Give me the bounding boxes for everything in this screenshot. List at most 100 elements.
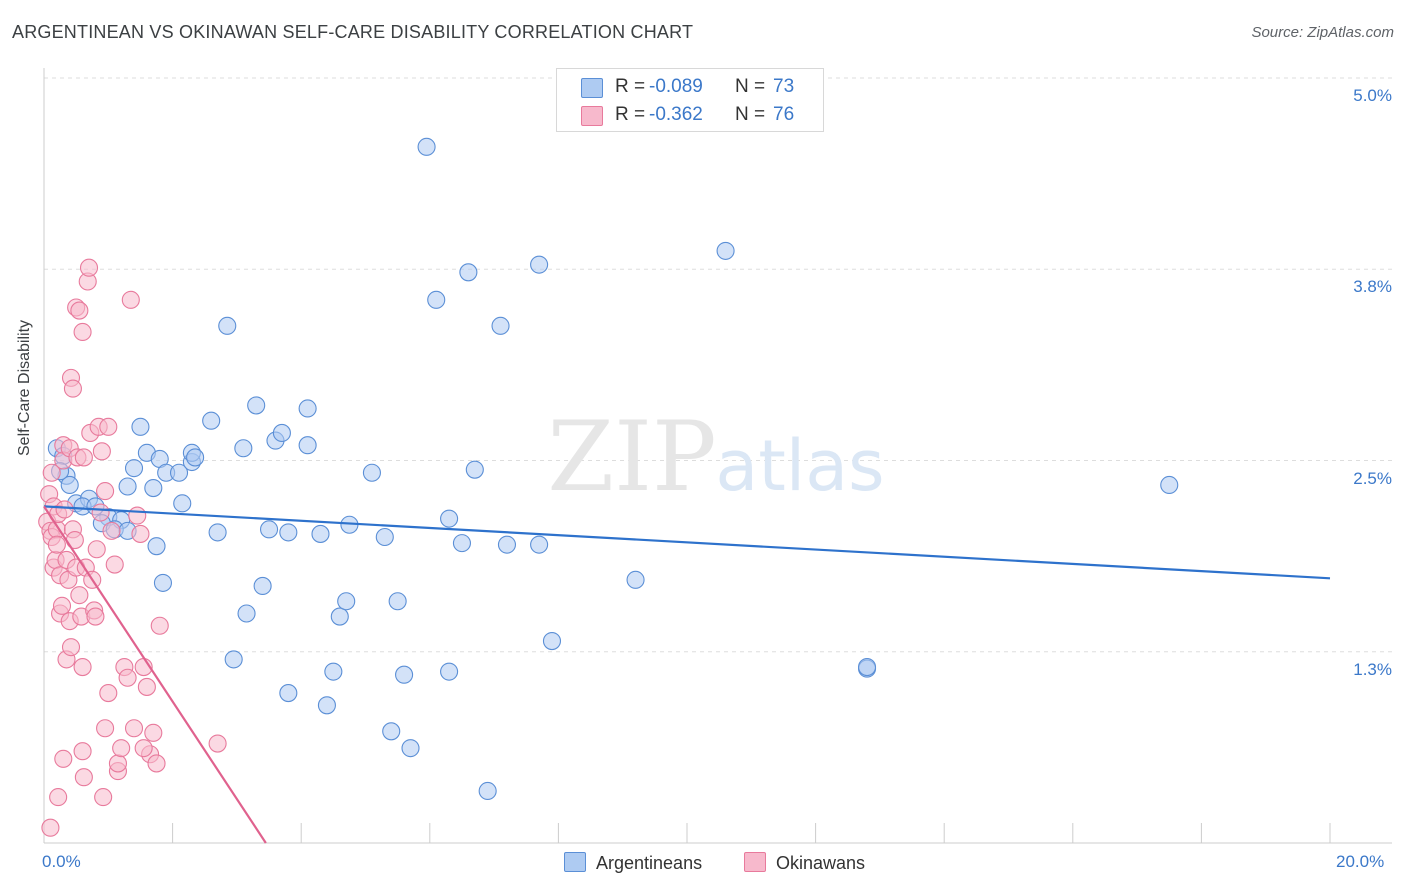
data-point <box>311 524 330 543</box>
data-point <box>91 503 110 522</box>
data-point <box>324 662 343 681</box>
data-point <box>186 448 205 467</box>
bottom-legend-argentineans[interactable]: Argentineans <box>564 852 702 874</box>
data-point <box>144 478 163 498</box>
data-point <box>102 521 121 540</box>
legend-label-argentineans: Argentineans <box>596 853 703 873</box>
data-point <box>99 684 118 703</box>
data-point <box>202 411 221 430</box>
data-point <box>54 749 73 768</box>
data-point <box>131 524 150 543</box>
data-point <box>74 448 93 467</box>
data-point <box>857 657 877 677</box>
legend-label-okinawans: Okinawans <box>776 853 866 873</box>
data-point <box>401 739 420 758</box>
data-point <box>94 788 113 807</box>
data-point <box>491 316 510 335</box>
y-tick-label: 2.5% <box>1353 468 1392 488</box>
data-point <box>74 768 93 787</box>
source-label: Source: ZipAtlas.com <box>1251 24 1394 41</box>
data-point <box>253 576 272 596</box>
legend-r-label: R = <box>615 76 646 97</box>
legend-swatch-okinawans <box>581 106 603 126</box>
trend-line-argentineans <box>43 505 1331 580</box>
data-point <box>60 475 79 495</box>
x-tick-min: 0.0% <box>42 852 81 871</box>
data-point <box>61 638 81 657</box>
legend-swatch-argentineans <box>564 852 586 872</box>
data-point <box>55 500 74 519</box>
legend-r-value: -0.362 <box>649 104 703 125</box>
data-point <box>427 290 446 309</box>
watermark-atlas: atlas <box>715 425 884 507</box>
data-point <box>73 322 92 342</box>
data-point <box>87 540 106 559</box>
data-point <box>118 668 137 687</box>
series-okinawans <box>38 258 227 837</box>
data-point <box>49 788 68 807</box>
legend-r-value: -0.089 <box>649 76 703 97</box>
data-point <box>279 523 298 542</box>
data-point <box>96 719 115 738</box>
legend-n-label: N = <box>735 104 766 125</box>
data-point <box>317 696 336 715</box>
legend-r-label: R = <box>615 104 646 125</box>
data-point <box>440 509 459 528</box>
data-point <box>362 463 381 482</box>
data-point <box>134 739 153 758</box>
data-point <box>112 739 131 758</box>
chart-title: ARGENTINEAN VS OKINAWAN SELF-CARE DISABI… <box>12 22 694 42</box>
data-point <box>497 535 517 554</box>
data-point <box>92 442 111 461</box>
data-point <box>108 754 127 773</box>
legend: R = -0.089 N = 73 R = -0.362 N = 76 <box>556 68 824 132</box>
data-point <box>105 555 124 574</box>
data-point <box>150 616 169 635</box>
data-point <box>169 463 189 482</box>
data-point <box>459 263 478 282</box>
data-point <box>99 417 118 436</box>
data-point <box>153 573 173 592</box>
data-point <box>52 596 72 615</box>
y-tick-label: 1.3% <box>1353 659 1392 679</box>
data-point <box>395 665 414 684</box>
data-point <box>279 684 298 703</box>
legend-row-argentineans: R = -0.089 N = 73 <box>557 73 823 101</box>
data-point <box>70 586 89 605</box>
data-point <box>388 592 407 611</box>
data-point <box>131 417 150 436</box>
data-point <box>224 650 243 669</box>
data-point <box>237 604 256 623</box>
data-point <box>465 460 484 479</box>
data-point <box>337 592 356 611</box>
data-point <box>716 241 735 260</box>
data-point <box>382 722 401 741</box>
data-point <box>298 436 317 455</box>
data-point <box>530 535 549 554</box>
data-point <box>118 477 137 496</box>
y-tick-label: 3.8% <box>1353 277 1392 297</box>
legend-row-okinawans: R = -0.362 N = 76 <box>557 101 823 129</box>
data-point <box>121 290 140 309</box>
data-point <box>173 494 192 513</box>
data-point <box>234 439 253 458</box>
data-point <box>1160 475 1179 495</box>
bottom-legend-okinawans[interactable]: Okinawans <box>744 852 865 874</box>
data-point <box>626 570 645 589</box>
data-point <box>147 754 166 773</box>
y-tick-label: 5.0% <box>1353 86 1392 105</box>
data-point <box>478 781 497 801</box>
legend-swatch-argentineans <box>581 78 603 98</box>
legend-n-value: 76 <box>773 104 795 125</box>
axes <box>43 68 1392 844</box>
data-point <box>440 662 459 681</box>
data-point <box>73 657 92 677</box>
data-point <box>147 537 166 556</box>
data-point <box>86 607 105 626</box>
data-point <box>330 607 349 626</box>
legend-n-label: N = <box>735 76 766 97</box>
trend-line-okinawans <box>43 505 267 844</box>
watermark-zip: ZIP <box>547 401 716 513</box>
data-point <box>73 742 92 761</box>
